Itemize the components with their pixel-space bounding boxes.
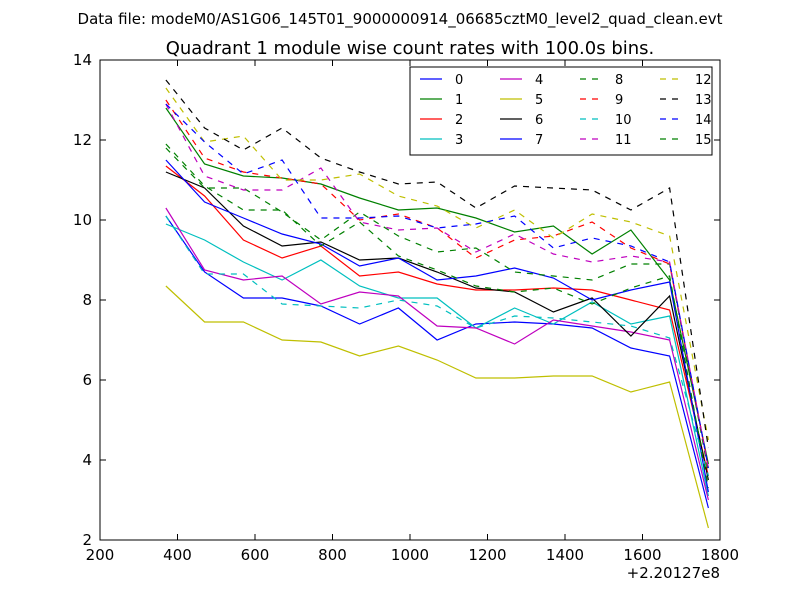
series-line-0 <box>165 215 709 509</box>
series-line-6 <box>165 171 709 481</box>
y-tick-label: 4 <box>82 451 92 469</box>
series-line-7 <box>165 159 709 493</box>
legend-label-0: 0 <box>455 73 463 88</box>
y-tick-label: 6 <box>82 371 92 389</box>
x-tick-label: 1200 <box>468 546 506 564</box>
series-line-13 <box>165 79 709 449</box>
legend-label-12: 12 <box>695 73 712 88</box>
x-tick-label: 1600 <box>623 546 661 564</box>
legend-label-13: 13 <box>695 93 712 108</box>
y-tick-label: 12 <box>73 131 92 149</box>
legend-label-6: 6 <box>535 113 543 128</box>
legend-label-5: 5 <box>535 93 543 108</box>
legend-label-8: 8 <box>615 73 623 88</box>
legend-label-1: 1 <box>455 93 463 108</box>
series-line-15 <box>165 143 709 489</box>
series-line-3 <box>165 223 709 497</box>
legend-label-2: 2 <box>455 113 463 128</box>
legend-label-7: 7 <box>535 133 543 148</box>
x-tick-label: 600 <box>241 546 270 564</box>
axis-ticks: 200 400 600 800 1000 1200 1400 1600 180024681012… <box>73 51 739 564</box>
legend-label-14: 14 <box>695 113 712 128</box>
series-line-8 <box>165 147 709 473</box>
legend-label-10: 10 <box>615 113 632 128</box>
x-offset-label: +2.20127e8 <box>627 564 720 582</box>
x-tick-label: 1000 <box>391 546 429 564</box>
data-file-label: Data file: modeM0/AS1G06_145T01_90000009… <box>78 10 723 29</box>
legend-frame <box>409 66 713 156</box>
series-line-4 <box>165 207 709 501</box>
y-tick-label: 10 <box>73 211 92 229</box>
series-line-5 <box>165 285 709 529</box>
y-tick-label: 2 <box>82 531 92 549</box>
y-tick-label: 14 <box>73 51 92 69</box>
x-tick-label: 400 <box>163 546 192 564</box>
series-line-11 <box>165 103 709 469</box>
legend-label-11: 11 <box>615 133 632 148</box>
series-line-1 <box>165 107 709 465</box>
plot-area <box>165 79 709 529</box>
series-line-14 <box>165 103 709 469</box>
legend-label-15: 15 <box>695 133 712 148</box>
legend-label-4: 4 <box>535 73 543 88</box>
x-tick-label: 800 <box>318 546 347 564</box>
series-line-2 <box>165 165 709 477</box>
y-tick-label: 8 <box>82 291 92 309</box>
series-line-9 <box>165 99 709 469</box>
legend-label-3: 3 <box>455 133 463 148</box>
x-tick-label: 200 <box>86 546 115 564</box>
x-tick-label: 1800 <box>701 546 739 564</box>
chart-title: Quadrant 1 module wise count rates with … <box>166 38 655 59</box>
x-tick-label: 1400 <box>546 546 584 564</box>
legend-label-9: 9 <box>615 93 623 108</box>
series-line-10 <box>165 215 709 477</box>
series-line-12 <box>165 87 709 441</box>
